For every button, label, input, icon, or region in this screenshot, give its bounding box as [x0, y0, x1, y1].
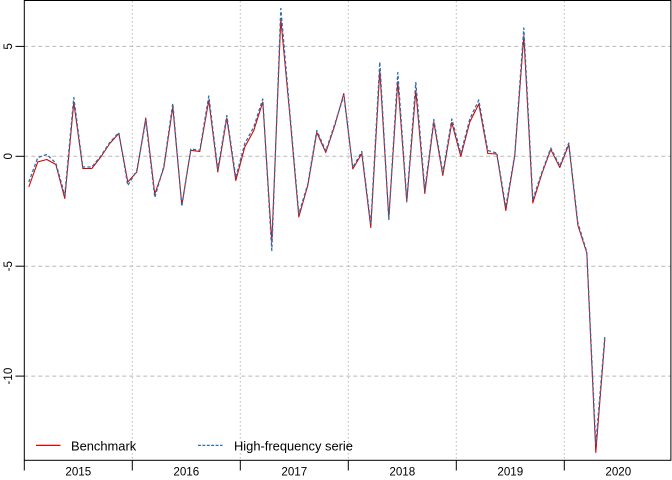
svg-text:5: 5	[2, 43, 15, 49]
svg-text:2019: 2019	[497, 465, 523, 478]
svg-text:2017: 2017	[281, 465, 307, 478]
svg-text:Benchmark: Benchmark	[71, 439, 137, 454]
svg-text:0: 0	[2, 153, 15, 159]
svg-text:2016: 2016	[173, 465, 199, 478]
svg-text:2015: 2015	[65, 465, 91, 478]
svg-text:2018: 2018	[389, 465, 415, 478]
svg-text:High-frequency serie: High-frequency serie	[234, 439, 353, 454]
svg-text:-10: -10	[2, 368, 15, 385]
svg-text:2020: 2020	[605, 465, 631, 478]
svg-text:-5: -5	[2, 261, 15, 271]
